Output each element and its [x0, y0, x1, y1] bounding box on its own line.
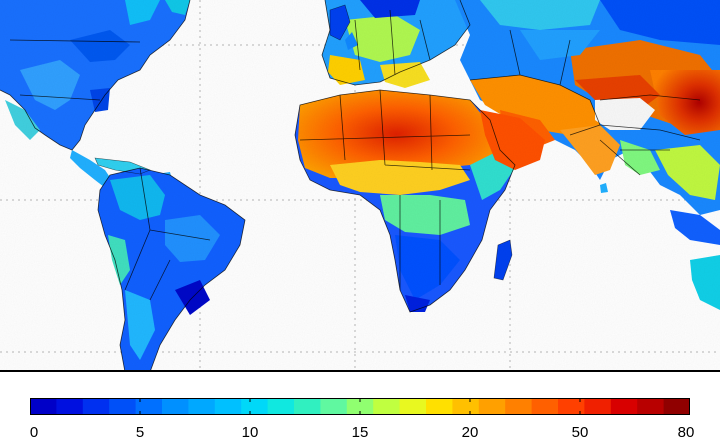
- colorbar-cell: [56, 398, 84, 415]
- colorbar-cell: [426, 398, 453, 415]
- colorbar-cell: [663, 398, 690, 415]
- country-borders: [0, 0, 701, 372]
- colorbar: [30, 398, 690, 415]
- colorbar-cell: [531, 398, 559, 415]
- colorbar-cell: [109, 398, 137, 415]
- colorbar-tick-label: 50: [571, 424, 589, 441]
- colorbar-cell: [267, 398, 295, 415]
- colorbar-cell: [373, 398, 401, 415]
- colorbar-cell: [188, 398, 216, 415]
- colorbar-cell: [505, 398, 533, 415]
- colorbar-tick-label: 20: [461, 424, 479, 441]
- world-map: [0, 0, 720, 372]
- colorbar-cell: [399, 398, 427, 415]
- colorbar-cell: [241, 398, 269, 415]
- colorbar-cell: [320, 398, 348, 415]
- colorbar-tick-label: 80: [677, 424, 695, 441]
- colorbar-cell: [162, 398, 189, 415]
- colorbar-tick-label: 5: [135, 424, 145, 441]
- colorbar-cell: [214, 398, 242, 415]
- map-divider: [0, 370, 720, 372]
- colorbar-tick-label: 15: [351, 424, 369, 441]
- colorbar-cell: [294, 398, 321, 415]
- colorbar-cell: [558, 398, 585, 415]
- colorbar-cell: [478, 398, 506, 415]
- colorbar-cell: [346, 398, 374, 415]
- colorbar-cell: [610, 398, 638, 415]
- colorbar-cell: [82, 398, 110, 415]
- colorbar-tick-label: 10: [241, 424, 259, 441]
- colorbar-tick-label: 0: [29, 424, 39, 441]
- colorbar-cell: [30, 398, 57, 415]
- colorbar-cell: [135, 398, 163, 415]
- colorbar-cell: [637, 398, 665, 415]
- colorbar-cell: [584, 398, 612, 415]
- colorbar-cell: [452, 398, 480, 415]
